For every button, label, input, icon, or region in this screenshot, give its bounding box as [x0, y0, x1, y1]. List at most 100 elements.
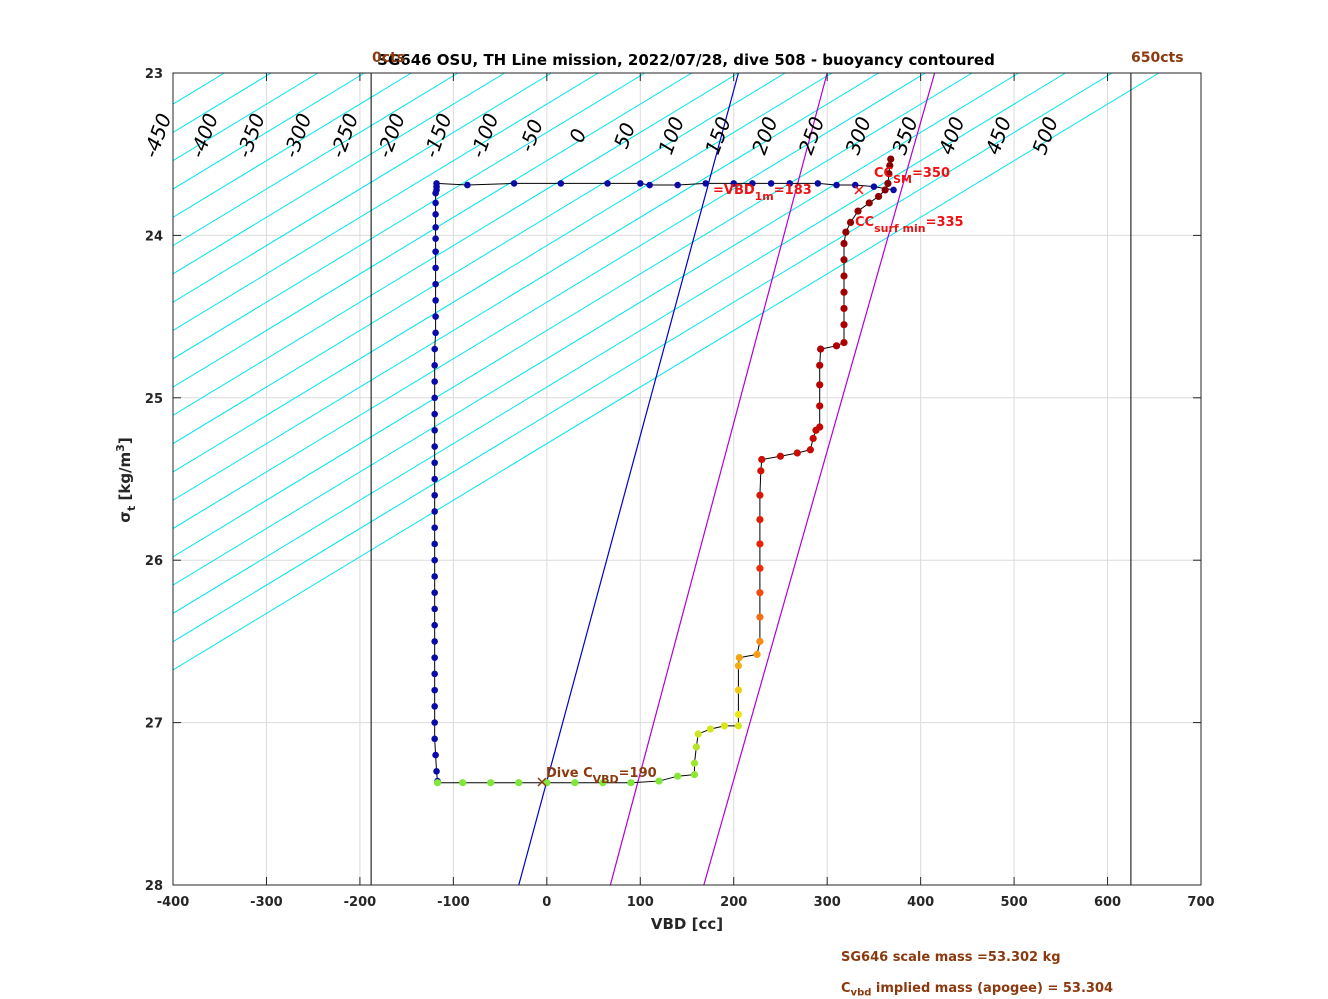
dive-point — [431, 345, 438, 353]
climb-point — [840, 272, 848, 280]
dive-point — [431, 491, 438, 499]
climb-point — [840, 256, 848, 264]
dive-point — [431, 670, 438, 678]
dive-point — [730, 180, 738, 187]
climb-point — [627, 779, 635, 787]
climb-point — [874, 192, 883, 201]
climb-point — [706, 725, 714, 733]
x-tick-label: -300 — [250, 895, 283, 910]
climb-point — [884, 179, 892, 188]
dive-trace-line — [434, 182, 894, 782]
y-tick-label: 27 — [145, 717, 163, 732]
reference-line — [518, 73, 739, 885]
climb-point — [758, 455, 766, 464]
x-tick-label: 200 — [720, 895, 747, 910]
contour-labels: -450 -400 -350 -300 -250 -200 -150 -100 -50 0 50 10… — [138, 110, 1063, 161]
dive-point — [431, 540, 438, 548]
climb-point — [885, 170, 893, 178]
climb-point — [881, 186, 889, 194]
dive-point — [431, 654, 438, 661]
dive-point — [432, 199, 439, 207]
annotation-vbd-1m: =VBD1m=183 — [713, 183, 812, 203]
contour-label-top: -450 — [138, 110, 176, 161]
dive-point — [674, 181, 681, 189]
cc-marker-icon — [854, 185, 864, 195]
climb-point — [756, 613, 764, 621]
dive-point — [870, 183, 878, 190]
climb-point — [816, 361, 824, 369]
climb-point — [756, 637, 764, 646]
dive-point — [431, 638, 438, 645]
climb-point — [571, 779, 579, 787]
climb-point — [840, 239, 848, 248]
climb-point — [674, 772, 682, 780]
dive-point — [432, 297, 439, 304]
climb-point — [887, 155, 895, 163]
contour-line — [173, 73, 599, 332]
contour-line — [173, 73, 459, 247]
dive-point — [814, 180, 822, 187]
contour-label-top: -350 — [232, 110, 270, 161]
dive-point — [431, 735, 438, 743]
x-tick-label: 100 — [627, 895, 654, 910]
x-tick-label: 600 — [1094, 895, 1121, 910]
dive-point — [833, 181, 840, 189]
climb-point — [720, 722, 728, 730]
climb-point — [776, 452, 785, 460]
dive-point — [432, 248, 439, 255]
climb-point — [806, 446, 814, 454]
climb-point — [756, 540, 764, 548]
climb-point — [842, 228, 850, 236]
x-tick-label: -100 — [437, 895, 470, 910]
dive-point — [749, 180, 756, 187]
contour-line — [173, 73, 786, 445]
climb-point — [735, 654, 743, 662]
dive-point — [431, 573, 438, 580]
dive-point — [557, 180, 565, 187]
climb-point — [809, 434, 817, 442]
climb-point — [515, 779, 523, 787]
dive-point — [432, 264, 439, 272]
dive-point — [431, 475, 438, 483]
contour-label-top: -200 — [372, 110, 410, 161]
contour-label-top: 250 — [794, 114, 830, 158]
x-tick-label: 700 — [1187, 895, 1214, 910]
dive-point — [431, 508, 438, 515]
dive-point — [431, 621, 438, 629]
dive-point — [636, 180, 644, 187]
vbd-limit-lines — [370, 73, 1132, 885]
climb-point — [846, 218, 855, 227]
dive-point — [431, 394, 438, 402]
contour-line — [173, 73, 646, 360]
dive-point — [431, 524, 438, 532]
contour-line — [173, 73, 272, 133]
dive-point — [510, 180, 518, 187]
x-axis-label: VBD [cc] — [651, 915, 723, 933]
contour-line — [173, 73, 319, 162]
dive-point — [767, 180, 775, 187]
dive-point — [432, 235, 439, 242]
chart-title: SG646 OSU, TH Line mission, 2022/07/28, … — [377, 51, 995, 69]
plot-frame — [172, 72, 1202, 886]
climb-point — [459, 779, 467, 787]
contour-label-top: -400 — [185, 110, 223, 161]
x-tick-label: 400 — [907, 895, 934, 910]
climb-point — [734, 722, 743, 730]
contour-label-top: 350 — [887, 114, 923, 158]
contour-line — [173, 73, 1020, 586]
x-tick-label: 500 — [1001, 895, 1028, 910]
x-tick-label: -400 — [157, 895, 190, 910]
climb-point — [793, 449, 801, 457]
reference-lines — [518, 73, 936, 885]
climb-point — [433, 779, 442, 787]
dive-point — [432, 210, 439, 218]
contour-label-top: -50 — [514, 116, 548, 155]
contour-label-top: -100 — [465, 110, 503, 161]
svg-text:=VBD1m=183: =VBD1m=183 — [713, 183, 812, 203]
dive-point — [432, 329, 439, 337]
dive-point — [431, 459, 438, 467]
climb-point — [692, 743, 700, 751]
climb-point — [734, 710, 743, 719]
contour-line — [173, 73, 1113, 643]
climb-point — [816, 381, 824, 389]
